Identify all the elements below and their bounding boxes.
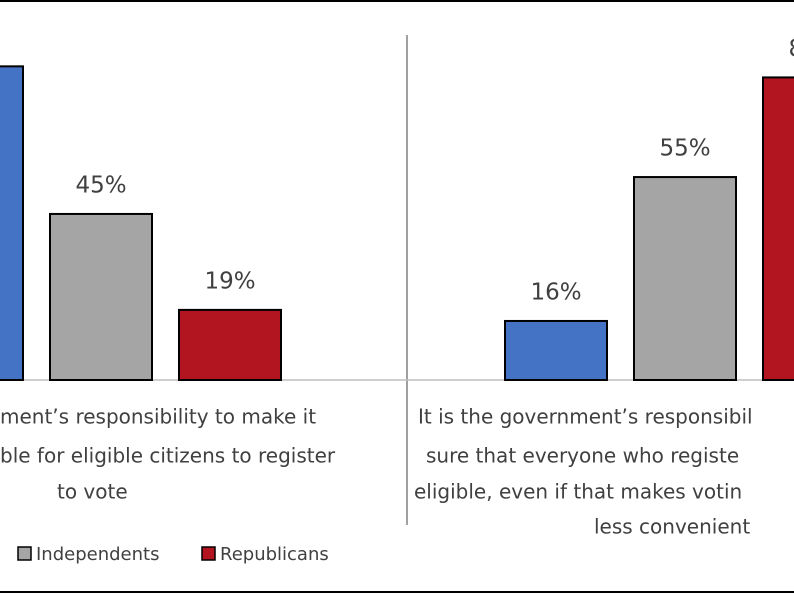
category-label: sure that everyone who registe bbox=[426, 444, 739, 468]
legend-label: Independents bbox=[36, 544, 159, 565]
legend-label: Republicans bbox=[220, 544, 329, 565]
category-label: ble for eligible citizens to register bbox=[0, 444, 336, 468]
legend-swatch bbox=[17, 546, 32, 561]
bar bbox=[49, 212, 153, 381]
bar bbox=[0, 65, 24, 381]
legend-swatch bbox=[201, 546, 216, 561]
category-label: ment’s responsibility to make it bbox=[0, 405, 316, 429]
value-label: 19% bbox=[204, 268, 255, 294]
bar bbox=[178, 308, 282, 382]
value-label: 16% bbox=[530, 279, 581, 305]
category-label: less convenient bbox=[594, 515, 750, 539]
category-label: It is the government’s responsibil bbox=[418, 405, 753, 429]
value-label: 45% bbox=[75, 172, 126, 198]
bar bbox=[762, 76, 794, 381]
bar bbox=[633, 176, 737, 381]
value-label: 55% bbox=[659, 136, 710, 162]
category-label: eligible, even if that makes votin bbox=[414, 480, 742, 504]
category-label: to vote bbox=[57, 480, 128, 504]
bar bbox=[504, 319, 608, 381]
value-label: 82% bbox=[788, 36, 794, 62]
